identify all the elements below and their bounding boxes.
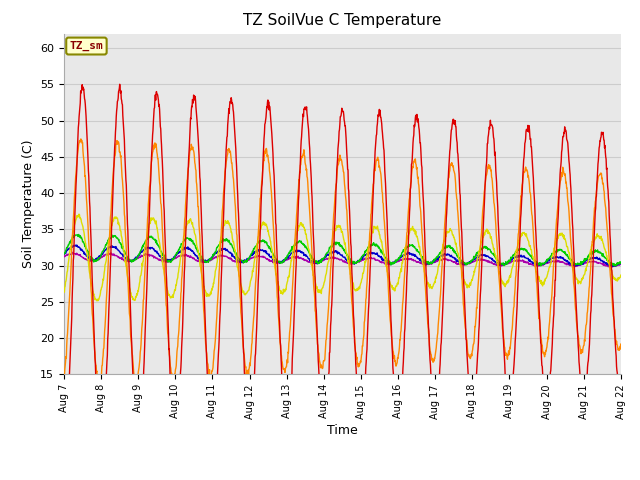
X-axis label: Time: Time xyxy=(327,424,358,437)
Text: TZ_sm: TZ_sm xyxy=(70,41,103,51)
Title: TZ SoilVue C Temperature: TZ SoilVue C Temperature xyxy=(243,13,442,28)
Legend: C-05_T, C-10_T, C-20_T, C-30_T, C-40_T, C-50_T: C-05_T, C-10_T, C-20_T, C-30_T, C-40_T, … xyxy=(101,479,584,480)
Y-axis label: Soil Temperature (C): Soil Temperature (C) xyxy=(22,140,35,268)
